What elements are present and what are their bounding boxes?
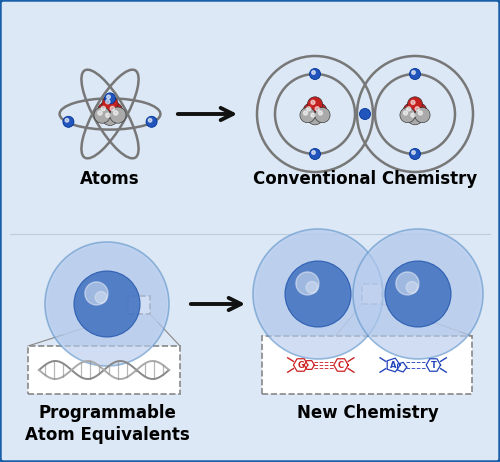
- Circle shape: [415, 107, 430, 123]
- Circle shape: [315, 107, 320, 111]
- Circle shape: [306, 107, 311, 111]
- Circle shape: [98, 103, 114, 119]
- Circle shape: [415, 107, 419, 111]
- Circle shape: [146, 116, 157, 128]
- Text: Conventional Chemistry: Conventional Chemistry: [253, 170, 477, 188]
- Circle shape: [404, 111, 407, 115]
- Circle shape: [63, 116, 74, 128]
- Circle shape: [406, 107, 411, 111]
- Circle shape: [312, 151, 316, 154]
- Circle shape: [253, 229, 383, 359]
- Text: New Chemistry: New Chemistry: [297, 404, 439, 422]
- Circle shape: [259, 235, 377, 353]
- Text: C: C: [338, 360, 344, 370]
- Circle shape: [310, 68, 320, 79]
- Circle shape: [54, 251, 160, 357]
- Circle shape: [411, 113, 415, 117]
- Text: Atoms: Atoms: [80, 170, 140, 188]
- Circle shape: [311, 113, 315, 117]
- Circle shape: [308, 109, 322, 125]
- Circle shape: [311, 100, 315, 104]
- Circle shape: [52, 249, 162, 359]
- Text: Programmable
Atom Equivalents: Programmable Atom Equivalents: [24, 404, 190, 444]
- Circle shape: [257, 233, 379, 355]
- Circle shape: [110, 106, 114, 110]
- Circle shape: [357, 233, 479, 355]
- Circle shape: [412, 71, 416, 74]
- Text: G: G: [297, 360, 304, 370]
- Circle shape: [45, 242, 169, 366]
- Text: A: A: [390, 360, 396, 370]
- Circle shape: [263, 239, 373, 349]
- Circle shape: [355, 231, 481, 357]
- Circle shape: [74, 271, 140, 337]
- Bar: [362, 284, 382, 304]
- Bar: [262, 336, 472, 394]
- Circle shape: [312, 71, 316, 74]
- Circle shape: [110, 107, 126, 123]
- Circle shape: [418, 111, 422, 115]
- Circle shape: [400, 107, 415, 123]
- Circle shape: [106, 95, 110, 99]
- Circle shape: [353, 229, 483, 359]
- Circle shape: [410, 68, 420, 79]
- Circle shape: [98, 111, 102, 115]
- Text: T: T: [430, 360, 436, 370]
- Circle shape: [361, 237, 475, 351]
- Circle shape: [353, 229, 483, 359]
- Circle shape: [315, 107, 330, 123]
- Circle shape: [300, 107, 315, 123]
- Circle shape: [85, 282, 108, 305]
- Circle shape: [296, 272, 319, 295]
- Circle shape: [148, 118, 152, 122]
- Circle shape: [65, 118, 68, 122]
- Circle shape: [411, 100, 415, 104]
- Circle shape: [102, 109, 118, 126]
- Circle shape: [408, 97, 422, 112]
- Circle shape: [253, 229, 383, 359]
- Circle shape: [312, 103, 327, 118]
- Circle shape: [50, 248, 164, 360]
- Circle shape: [412, 103, 427, 118]
- Circle shape: [303, 103, 318, 118]
- Circle shape: [406, 281, 418, 293]
- Circle shape: [304, 111, 308, 115]
- Circle shape: [396, 272, 419, 295]
- Circle shape: [308, 97, 322, 112]
- Circle shape: [106, 113, 110, 117]
- Circle shape: [47, 244, 167, 364]
- Circle shape: [403, 103, 418, 118]
- Circle shape: [285, 261, 351, 327]
- Circle shape: [102, 96, 118, 112]
- Circle shape: [95, 292, 107, 304]
- Circle shape: [255, 231, 381, 357]
- Circle shape: [408, 109, 422, 125]
- Circle shape: [412, 151, 416, 154]
- Circle shape: [410, 148, 420, 159]
- Circle shape: [318, 111, 322, 115]
- Circle shape: [101, 106, 105, 110]
- Circle shape: [114, 111, 118, 115]
- Circle shape: [306, 281, 318, 293]
- Circle shape: [45, 242, 169, 366]
- Circle shape: [104, 93, 116, 104]
- Circle shape: [48, 246, 166, 362]
- Circle shape: [385, 261, 451, 327]
- Circle shape: [94, 107, 110, 123]
- Bar: [28, 346, 180, 394]
- Circle shape: [360, 109, 370, 120]
- Circle shape: [359, 235, 477, 353]
- Circle shape: [106, 99, 110, 104]
- Bar: [128, 296, 150, 314]
- Circle shape: [363, 239, 473, 349]
- Circle shape: [106, 103, 122, 119]
- Circle shape: [310, 148, 320, 159]
- Circle shape: [261, 237, 375, 351]
